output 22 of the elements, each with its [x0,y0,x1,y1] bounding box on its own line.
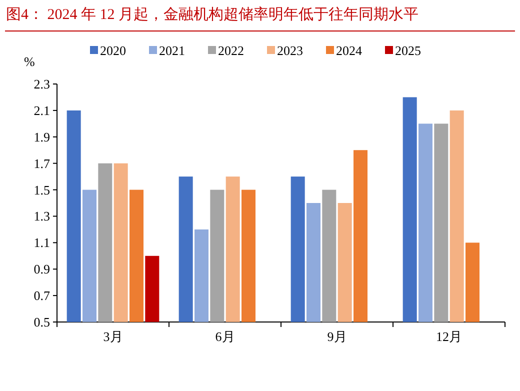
legend-label: 2025 [395,43,421,58]
y-tick-label: 1.5 [34,182,50,198]
legend-label: 2021 [159,43,185,58]
y-tick-label: 1.9 [34,129,50,144]
legend-label: 2024 [336,43,362,58]
y-tick-label: 0.9 [34,262,50,277]
x-tick-label: 12月 [436,329,462,344]
legend-label: 2020 [100,43,126,58]
y-tick-label: 2.1 [34,102,50,118]
y-axis-title: % [24,54,35,69]
title: 图4： 2024 年 12 月起，金融机构超储率明年低于往年同期水平 [6,7,418,23]
x-tick-label: 6月 [215,329,235,344]
x-tick-label: 9月 [327,329,347,344]
x-tick-label: 3月 [103,329,123,344]
y-tick-label: 1.1 [34,235,50,250]
legend-label: 2022 [218,43,244,58]
y-tick-label: 1.7 [34,156,50,171]
y-tick-label: 0.7 [34,288,50,304]
y-tick-label: 1.3 [34,208,50,224]
legend-label: 2023 [277,43,303,58]
y-tick-label: 0.5 [34,314,50,330]
y-tick-label: 2.3 [34,76,50,92]
